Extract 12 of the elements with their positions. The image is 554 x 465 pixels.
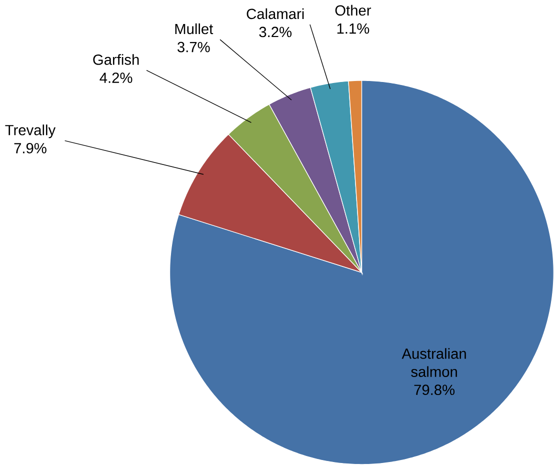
slice-label: Garfish	[93, 54, 139, 66]
slice-label: Trevally	[5, 124, 56, 138]
slice-label: Mullet	[175, 24, 214, 34]
data-label: 79.8%	[414, 384, 455, 396]
data-label: 3.7%	[178, 42, 210, 52]
data-label: 3.2%	[259, 26, 292, 38]
slice-label: Calamari	[246, 8, 304, 20]
slice-label: Other	[335, 4, 372, 16]
data-label: 7.9%	[14, 143, 46, 154]
data-label: 4.2%	[100, 72, 132, 84]
slice-label: Australian salmon	[402, 348, 466, 378]
data-label: 1.1%	[337, 24, 370, 34]
